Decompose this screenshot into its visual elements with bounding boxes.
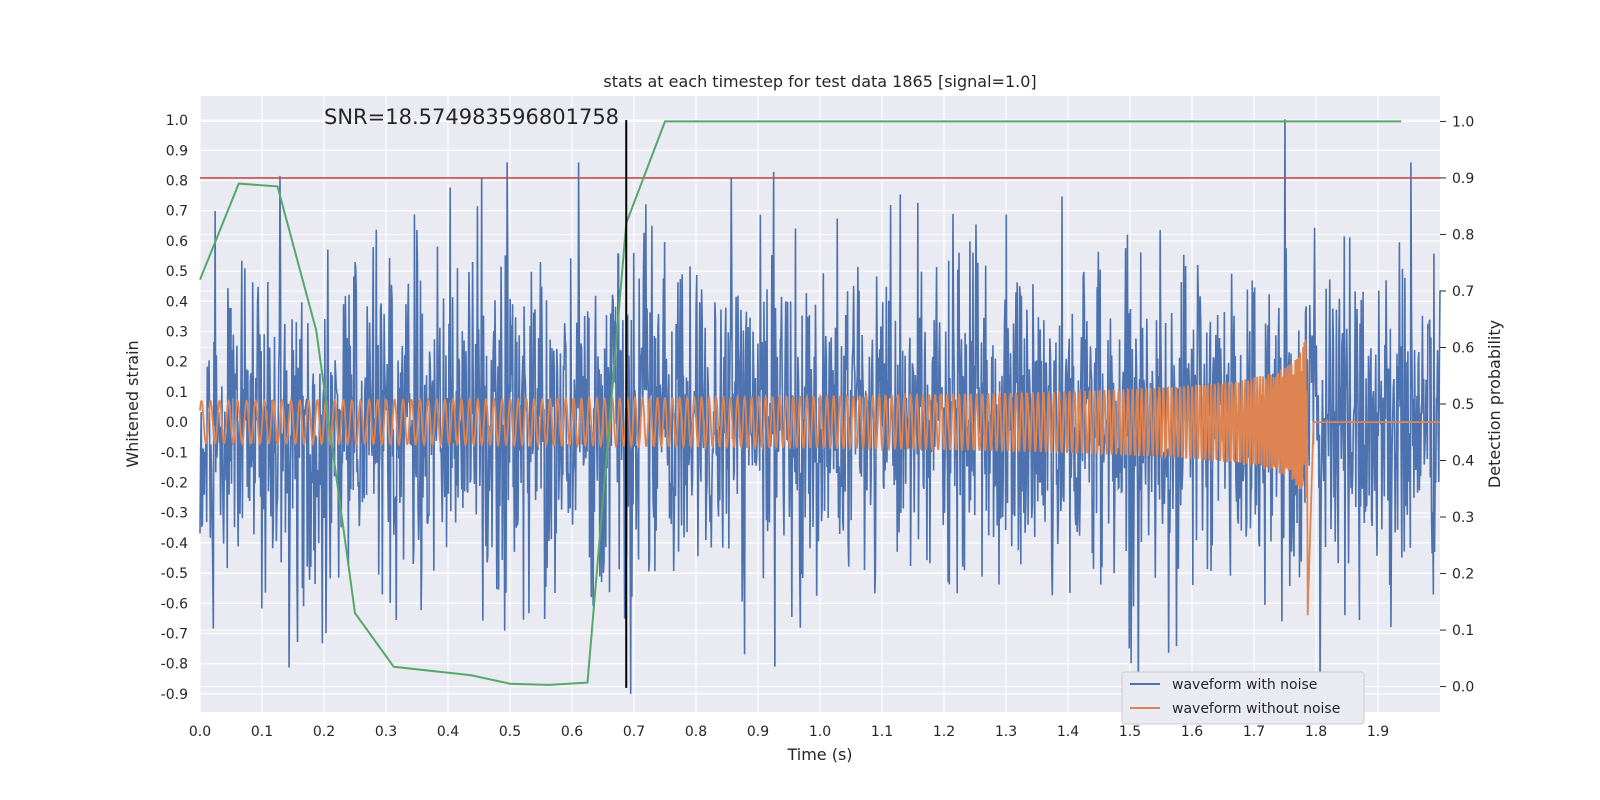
x-tick-label: 0.5 [499, 724, 521, 740]
left-y-tick-label: 0.6 [166, 234, 188, 250]
x-tick-label: 1.4 [1057, 724, 1079, 740]
legend: waveform with noise waveform without noi… [1121, 671, 1365, 725]
left-y-tick-label: 0.4 [166, 294, 188, 310]
right-y-tick-label: 0.0 [1452, 680, 1474, 696]
right-y-tick-label: 0.1 [1452, 623, 1474, 639]
left-y-tick-label: 0.3 [166, 325, 188, 341]
chart-title: stats at each timestep for test data 186… [603, 72, 1036, 91]
x-tick-label: 1.2 [933, 724, 955, 740]
x-tick-label: 1.0 [809, 724, 831, 740]
right-y-tick-label: 0.8 [1452, 227, 1474, 243]
x-tick-label: 1.7 [1243, 724, 1265, 740]
legend-label-noise: waveform with noise [1172, 677, 1317, 693]
left-y-tick-label: -0.4 [161, 536, 188, 552]
x-tick-label: 1.9 [1367, 724, 1389, 740]
x-tick-label: 1.1 [871, 724, 893, 740]
left-y-tick-label: 0.7 [166, 204, 188, 220]
right-y-tick-label: 0.6 [1452, 340, 1474, 356]
left-y-tick-label: -0.6 [161, 596, 188, 612]
x-tick-label: 0.1 [251, 724, 273, 740]
right-y-axis-ticks: 0.0 0.1 0.2 0.3 0.4 0.5 0.6 0.7 0.8 0.9 1.0 [1440, 114, 1474, 696]
left-y-tick-label: 0.0 [166, 415, 188, 431]
x-tick-label: 0.9 [747, 724, 769, 740]
x-tick-label: 1.3 [995, 724, 1017, 740]
left-y-axis-title: Whitened strain [123, 340, 142, 467]
x-tick-label: 0.0 [189, 724, 211, 740]
right-y-tick-label: 0.3 [1452, 510, 1474, 526]
left-y-tick-label: -0.9 [161, 687, 188, 703]
snr-annotation: SNR=18.574983596801758 [324, 105, 619, 129]
left-y-tick-label: -0.1 [161, 445, 188, 461]
x-tick-label: 0.6 [561, 724, 583, 740]
left-y-tick-label: 0.9 [166, 143, 188, 159]
right-y-tick-label: 0.2 [1452, 567, 1474, 583]
left-y-tick-label: 0.5 [166, 264, 188, 280]
left-y-tick-label: -0.5 [161, 566, 188, 582]
x-tick-label: 0.8 [685, 724, 707, 740]
left-y-tick-label: -0.2 [161, 476, 188, 492]
series-line-waveform-with-noise [199, 119, 1441, 694]
x-tick-label: 1.8 [1305, 724, 1327, 740]
x-axis-title: Time (s) [786, 745, 852, 764]
right-y-tick-label: 0.4 [1452, 454, 1474, 470]
x-tick-label: 0.2 [313, 724, 335, 740]
right-y-tick-label: 0.5 [1452, 397, 1474, 413]
x-tick-label: 1.6 [1181, 724, 1203, 740]
left-y-tick-label: 1.0 [166, 113, 188, 129]
x-axis-ticks: 0.0 0.1 0.2 0.3 0.4 0.5 0.6 0.7 0.8 0.9 1.0 1.1 1.2 1… [189, 724, 1389, 740]
left-y-tick-label: 0.1 [166, 385, 188, 401]
right-y-tick-label: 0.7 [1452, 284, 1474, 300]
left-y-tick-label: -0.7 [161, 626, 188, 642]
right-y-tick-label: 1.0 [1452, 114, 1474, 130]
x-tick-label: 1.5 [1119, 724, 1141, 740]
left-y-tick-label: 0.8 [166, 174, 188, 190]
left-y-tick-label: -0.3 [161, 506, 188, 522]
legend-box [1121, 671, 1365, 725]
x-tick-label: 0.3 [375, 724, 397, 740]
series-layer [199, 119, 1441, 694]
legend-label-clean: waveform without noise [1172, 701, 1340, 717]
left-y-axis-ticks: -0.9 -0.8 -0.7 -0.6 -0.5 -0.4 -0.3 -0.2 -0.1 0.0 0… [161, 113, 188, 703]
left-y-tick-label: 0.2 [166, 355, 188, 371]
left-y-tick-label: -0.8 [161, 657, 188, 673]
series-line-waveform-without-noise [199, 339, 1440, 616]
right-y-tick-label: 0.9 [1452, 171, 1474, 187]
x-tick-label: 0.4 [437, 724, 459, 740]
x-tick-label: 0.7 [623, 724, 645, 740]
right-y-axis-title: Detection probability [1485, 320, 1504, 488]
